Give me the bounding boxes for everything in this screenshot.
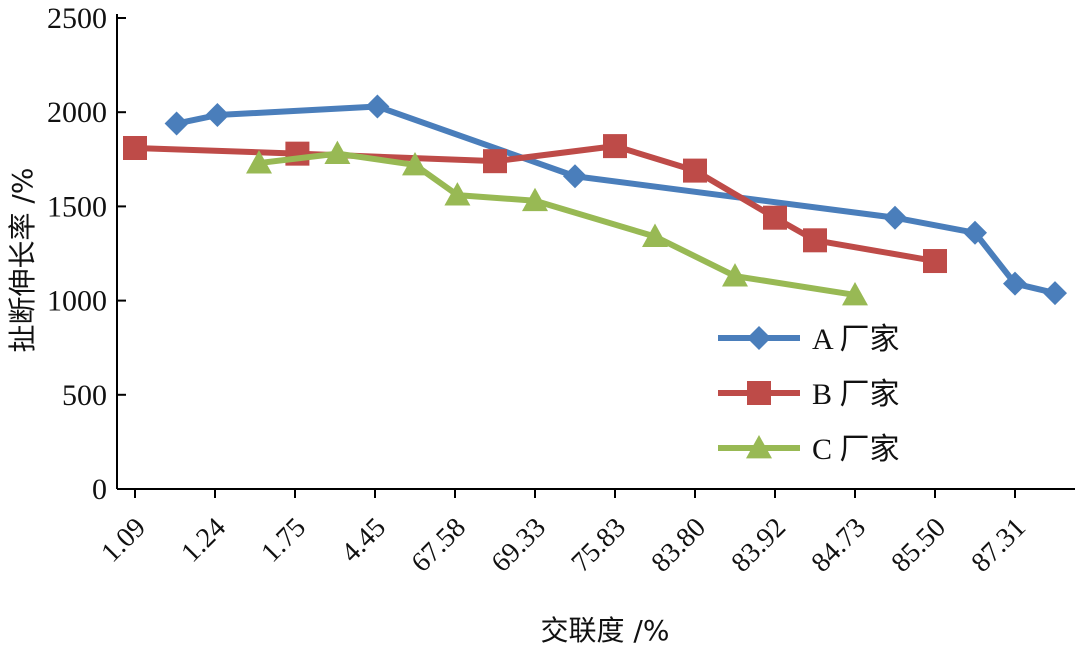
data-point bbox=[123, 135, 147, 160]
x-tick-label: 85.50 bbox=[885, 512, 951, 578]
y-axis-label: 扯断伸长率 /% bbox=[6, 168, 39, 353]
x-tick-label: 4.45 bbox=[335, 512, 392, 569]
series-a bbox=[164, 94, 1067, 306]
data-point bbox=[444, 182, 471, 206]
data-point bbox=[722, 263, 748, 287]
y-tick-label: 2000 bbox=[47, 96, 107, 129]
x-tick-label: 87.31 bbox=[965, 512, 1031, 578]
legend-marker bbox=[747, 326, 771, 350]
y-tick-label: 1000 bbox=[47, 285, 107, 318]
data-point bbox=[842, 281, 868, 306]
data-point bbox=[164, 111, 189, 136]
x-axis-label: 交联度 /% bbox=[541, 614, 670, 647]
series-line bbox=[258, 150, 856, 298]
data-point bbox=[402, 151, 428, 176]
data-point bbox=[522, 187, 548, 212]
data-point bbox=[324, 140, 351, 165]
axes: 0 500 1000 1500 2000 2500 1.09 1.24 1.75 4.45 67.5… bbox=[47, 2, 1075, 578]
data-point bbox=[883, 205, 907, 230]
data-point bbox=[683, 158, 707, 183]
legend-entry: C 厂家 bbox=[718, 433, 900, 466]
data-point bbox=[246, 150, 272, 174]
x-tick-label: 84.73 bbox=[805, 512, 871, 578]
data-point bbox=[642, 223, 668, 247]
data-point bbox=[483, 149, 507, 174]
data-point bbox=[365, 94, 390, 119]
legend-label: B 厂家 bbox=[812, 378, 900, 411]
data-point bbox=[803, 228, 827, 253]
x-tick-label: 67.58 bbox=[405, 512, 471, 578]
legend-marker bbox=[746, 435, 772, 459]
legend-entry: A 厂家 bbox=[718, 323, 900, 356]
y-tick-label: 1500 bbox=[47, 190, 107, 223]
y-tick-label: 500 bbox=[62, 379, 107, 412]
data-point bbox=[603, 134, 627, 159]
legend-entry: B 厂家 bbox=[718, 378, 900, 411]
legend-marker bbox=[747, 381, 771, 405]
series-c bbox=[246, 140, 868, 306]
x-tick-label: 83.80 bbox=[645, 512, 711, 578]
x-tick-label: 83.92 bbox=[725, 512, 791, 578]
series-layer bbox=[123, 94, 1067, 306]
y-tick-label: 0 bbox=[92, 473, 107, 506]
x-tick-label: 75.83 bbox=[565, 512, 631, 578]
data-point bbox=[763, 205, 787, 230]
x-tick-label: 1.09 bbox=[95, 512, 152, 569]
data-point bbox=[923, 249, 947, 274]
x-tick-label: 1.75 bbox=[255, 512, 312, 569]
y-tick-label: 2500 bbox=[47, 2, 107, 35]
x-tick-label: 1.24 bbox=[175, 512, 232, 569]
legend-label: A 厂家 bbox=[812, 323, 900, 356]
x-tick-label: 69.33 bbox=[485, 512, 551, 578]
data-point bbox=[1003, 271, 1027, 296]
data-point bbox=[963, 220, 987, 245]
data-point bbox=[1043, 281, 1067, 306]
data-point bbox=[563, 164, 587, 189]
legend-label: C 厂家 bbox=[812, 433, 900, 466]
data-point bbox=[205, 103, 230, 128]
legend: A 厂家 B 厂家 C 厂家 bbox=[718, 323, 900, 466]
